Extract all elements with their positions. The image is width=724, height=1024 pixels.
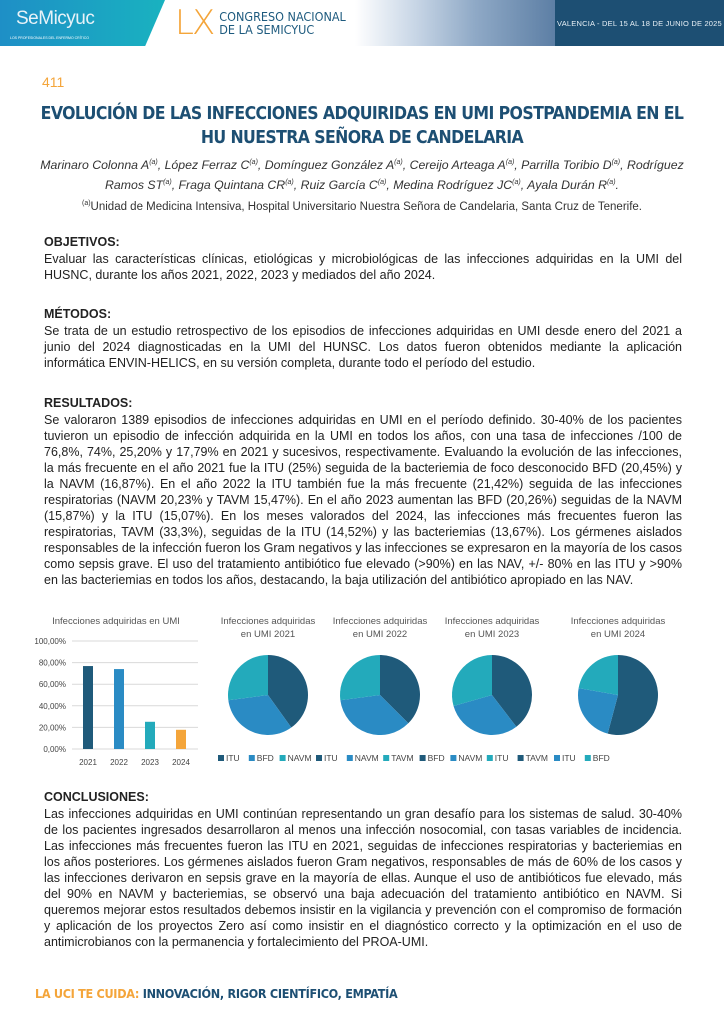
abstract-number: 411	[42, 74, 65, 90]
y-tick-label: 80,00%	[39, 659, 66, 668]
pie-title: en UMI 2023	[465, 629, 519, 640]
legend-label: TAVM	[391, 753, 413, 763]
bar-2022	[114, 669, 124, 749]
pie-title: en UMI 2022	[353, 629, 407, 640]
authors: Marinaro Colonna A(a), López Ferraz C(a)…	[40, 158, 684, 193]
legend-swatch	[419, 755, 426, 761]
resultados-text: Se valoraron 1389 episodios de infeccion…	[44, 413, 682, 587]
pie-slice-BFD	[578, 655, 618, 695]
author: Fraga Quintana CR	[178, 178, 286, 193]
legend-label: ITU	[226, 753, 240, 763]
legend-label: NAVM	[458, 753, 482, 763]
legend-swatch	[584, 755, 591, 761]
x-tick-label: 2022	[110, 758, 128, 767]
conclusiones-heading: CONCLUSIONES:	[44, 790, 149, 804]
legend-swatch	[554, 755, 560, 761]
pie-slice-TAVM	[607, 655, 658, 735]
legend-label: BFD	[257, 753, 274, 763]
legend-swatch	[316, 755, 322, 761]
author: Rodríguez Ramos ST	[105, 158, 684, 193]
pie-slice-ITU	[578, 688, 618, 734]
congress-name: LX CONGRESO NACIONAL DE LA SEMICYUC	[175, 3, 346, 43]
author: Marinaro Colonna A	[40, 158, 150, 173]
x-tick-label: 2021	[79, 758, 97, 767]
legend-swatch	[346, 755, 353, 761]
legend-swatch	[218, 755, 224, 761]
y-tick-label: 20,00%	[39, 723, 66, 732]
legend-swatch	[450, 755, 457, 761]
pie-title: Infecciones adquiridas	[445, 616, 540, 627]
x-tick-label: 2024	[172, 758, 190, 767]
legend-swatch	[279, 755, 286, 761]
bar-2021	[83, 666, 93, 749]
legend-swatch	[383, 755, 390, 761]
author: Medina Rodríguez JC	[393, 178, 513, 193]
banner-image	[355, 0, 555, 46]
pie-slice-TAVM	[340, 655, 380, 701]
pie-slice-BFD	[492, 655, 532, 727]
y-tick-label: 100,00%	[34, 637, 66, 646]
legend-label: BFD	[428, 753, 445, 763]
pie-slice-BFD	[228, 695, 292, 735]
author: Domínguez González A	[264, 158, 395, 173]
pie-title: Infecciones adquiridas	[571, 616, 666, 627]
bar-2024	[176, 729, 186, 749]
pie-slice-ITU	[451, 655, 492, 706]
pie-slice-NAVM	[227, 655, 268, 701]
y-tick-label: 0,00%	[43, 745, 66, 754]
legend-label: NAVM	[288, 753, 312, 763]
semicyuc-logo: SeMicyuc LOS PROFESIONALES DEL ENFERMO C…	[0, 0, 165, 46]
legend-label: ITU	[324, 753, 338, 763]
pie-title: en UMI 2024	[591, 629, 645, 640]
legend-swatch	[486, 755, 493, 761]
pie-title: Infecciones adquiridas	[221, 616, 316, 627]
objetivos-heading: OBJETIVOS:	[44, 235, 120, 249]
author: Ayala Durán R	[527, 178, 607, 193]
objetivos-text: Evaluar las características clínicas, et…	[44, 252, 682, 282]
metodos-text: Se trata de un estudio retrospectivo de …	[44, 324, 682, 370]
pie-slice-NAVM	[453, 695, 517, 735]
conclusiones-text: Las infecciones adquiridas en UMI contin…	[44, 807, 682, 949]
bar-2023	[145, 721, 155, 749]
pie-title: en UMI 2021	[241, 629, 295, 640]
legend-label: ITU	[495, 753, 509, 763]
legend-label: TAVM	[526, 753, 548, 763]
author: Ruiz García C	[300, 178, 378, 193]
legend-label: ITU	[562, 753, 576, 763]
author: López Ferraz C	[164, 158, 250, 173]
footer-slogan: LA UCI TE CUIDA: INNOVACIÓN, RIGOR CIENT…	[35, 986, 398, 1001]
legend-swatch	[517, 755, 524, 761]
pie-title: Infecciones adquiridas	[333, 616, 428, 627]
author: Parrilla Toribio D	[521, 158, 612, 173]
congress-dates: VALENCIA - DEL 15 AL 18 DE JUNIO DE 2025	[555, 0, 724, 46]
pie-slice-ITU	[380, 655, 421, 724]
legend-label: NAVM	[355, 753, 379, 763]
metodos-heading: MÉTODOS:	[44, 307, 112, 321]
pie-slice-ITU	[268, 655, 309, 728]
affiliation: (a)Unidad de Medicina Intensiva, Hospita…	[81, 200, 642, 213]
legend-label: BFD	[593, 753, 610, 763]
congress-banner: SeMicyuc LOS PROFESIONALES DEL ENFERMO C…	[0, 0, 724, 46]
bar-chart-title: Infecciones adquiridas en UMI	[52, 616, 180, 627]
y-tick-label: 60,00%	[39, 680, 66, 689]
y-tick-label: 40,00%	[39, 702, 66, 711]
resultados-heading: RESULTADOS:	[44, 396, 133, 410]
legend-swatch	[248, 755, 255, 761]
pie-slice-NAVM	[340, 695, 409, 735]
page-title: EVOLUCIÓN DE LAS INFECCIONES ADQUIRIDAS …	[40, 104, 684, 148]
author: Cereijo Arteaga A	[409, 158, 506, 173]
x-tick-label: 2023	[141, 758, 159, 767]
